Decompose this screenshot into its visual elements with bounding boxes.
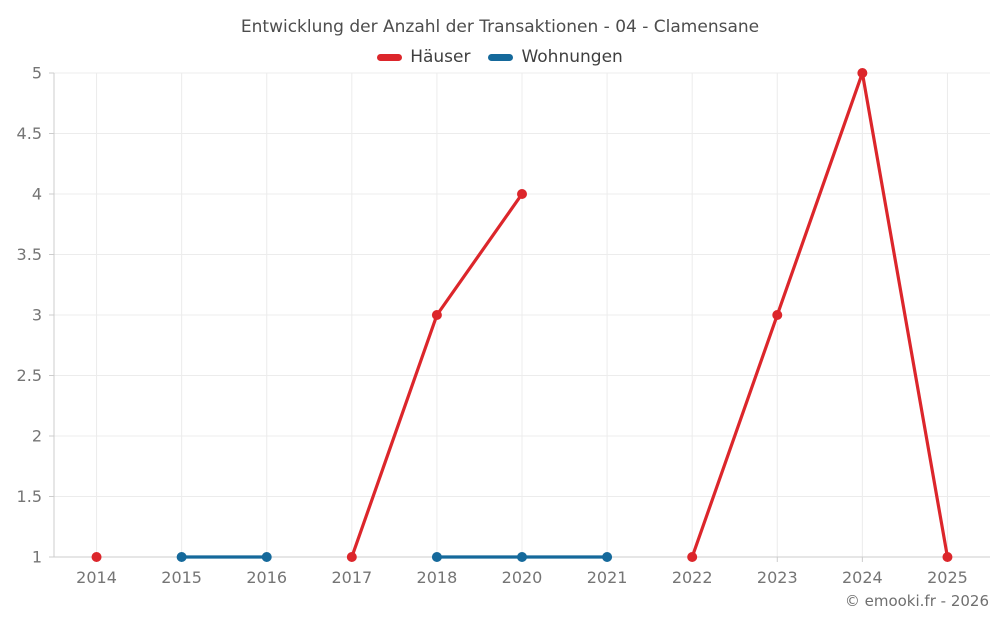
data-point-hauser-2024[interactable] [857, 68, 868, 78]
legend-label: Häuser [410, 47, 471, 67]
chart-legend: Häuser Wohnungen [0, 46, 1000, 68]
data-point-hauser-2023[interactable] [772, 310, 783, 320]
x-axis-label: 2023 [757, 568, 798, 587]
legend-item-hauser[interactable]: Häuser [377, 47, 470, 67]
y-axis-label: 4 [32, 185, 42, 204]
data-point-hauser-2017[interactable] [346, 552, 357, 562]
data-point-hauser-2025[interactable] [942, 552, 953, 562]
x-axis-label: 2021 [587, 568, 628, 587]
y-axis-label: 2.5 [17, 366, 42, 385]
y-axis-label: 3.5 [17, 245, 42, 264]
data-point-wohnungen-2020[interactable] [517, 552, 527, 562]
data-point-wohnungen-2018[interactable] [431, 552, 442, 562]
x-axis-label: 2024 [842, 568, 883, 587]
copyright-text: © emooki.fr - 2026 [844, 592, 989, 610]
data-point-hauser-2020[interactable] [517, 189, 527, 199]
data-point-wohnungen-2016[interactable] [261, 552, 272, 562]
y-axis-label: 2 [32, 427, 42, 446]
data-point-wohnungen-2015[interactable] [176, 552, 187, 562]
y-axis-label: 5 [32, 64, 42, 83]
x-axis-label: 2018 [417, 568, 458, 587]
x-axis-label: 2017 [331, 568, 372, 587]
x-axis-label: 2020 [502, 568, 543, 587]
data-point-hauser-2018[interactable] [431, 310, 442, 320]
data-point-hauser-2014[interactable] [91, 552, 102, 562]
y-axis-label: 1 [32, 548, 42, 567]
y-axis-label: 1.5 [17, 487, 42, 506]
y-axis-label: 4.5 [17, 124, 42, 143]
data-point-wohnungen-2021[interactable] [602, 552, 613, 562]
data-point-hauser-2022[interactable] [687, 552, 698, 562]
x-axis-label: 2014 [76, 568, 117, 587]
chart-title: Entwicklung der Anzahl der Transaktionen… [240, 17, 760, 37]
legend-item-wohnungen[interactable]: Wohnungen [488, 47, 623, 67]
legend-marker-icon [488, 53, 514, 61]
legend-label: Wohnungen [521, 47, 623, 67]
series-line-hauser [690, 71, 950, 559]
y-axis-label: 3 [32, 306, 42, 325]
x-axis-label: 2025 [927, 568, 968, 587]
x-axis-label: 2015 [161, 568, 202, 587]
legend-marker-icon [377, 53, 403, 61]
x-axis-label: 2022 [672, 568, 713, 587]
x-axis-label: 2016 [246, 568, 287, 587]
